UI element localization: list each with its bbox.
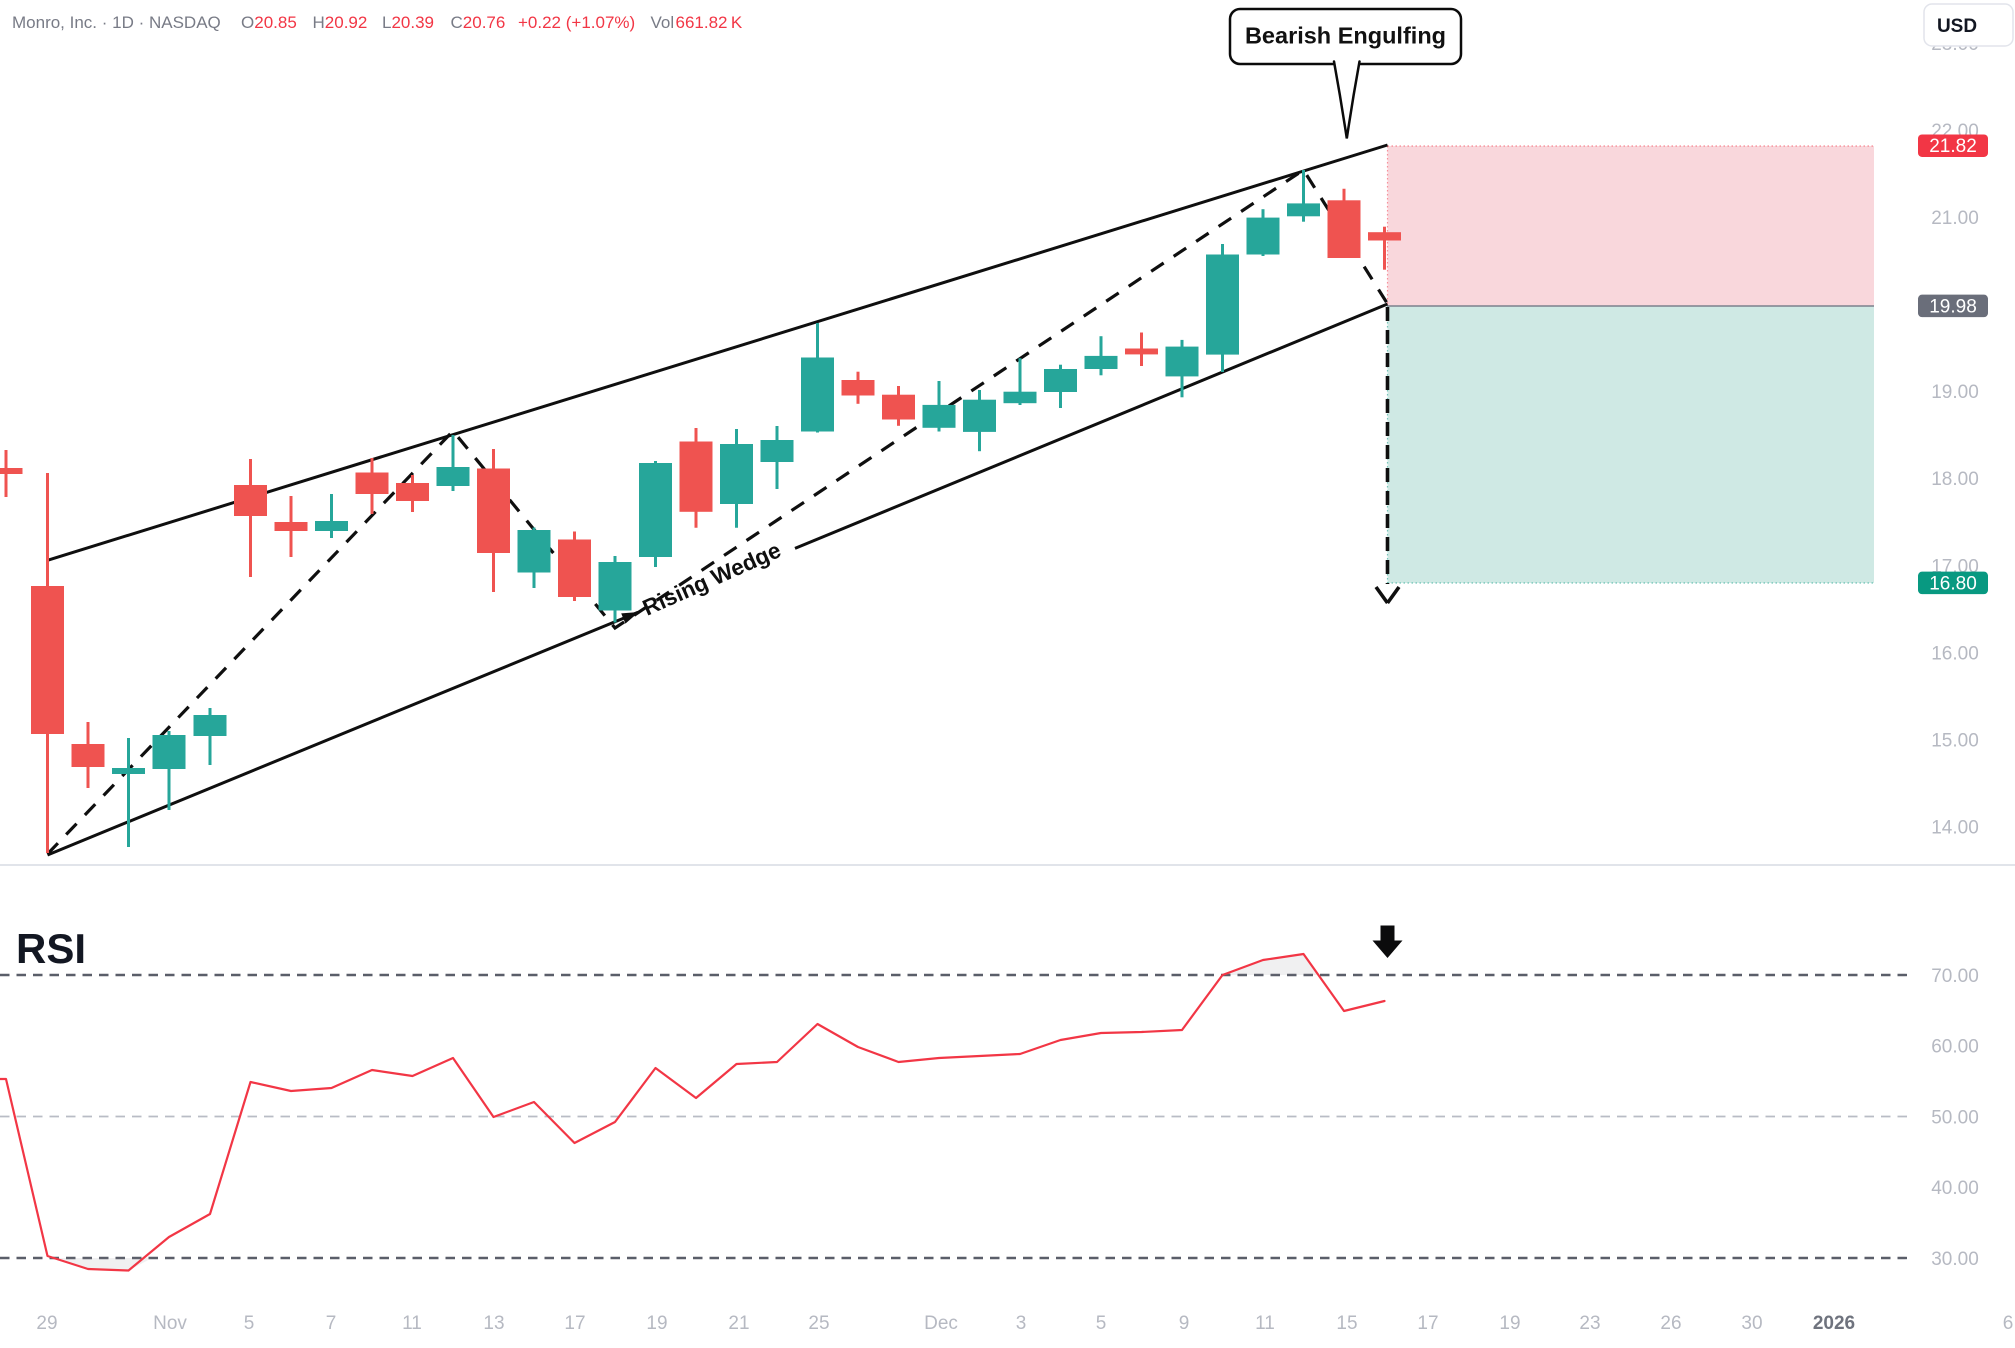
svg-text:3: 3 xyxy=(1016,1313,1027,1334)
svg-text:16.00: 16.00 xyxy=(1931,643,1979,664)
svg-text:23: 23 xyxy=(1579,1313,1600,1334)
svg-text:19.98: 19.98 xyxy=(1929,296,1977,317)
svg-text:13: 13 xyxy=(483,1313,504,1334)
svg-text:5: 5 xyxy=(244,1313,255,1334)
svg-text:H20.92: H20.92 xyxy=(313,13,368,32)
svg-text:21.00: 21.00 xyxy=(1931,208,1979,229)
svg-text:21.82: 21.82 xyxy=(1929,136,1977,157)
svg-text:30: 30 xyxy=(1741,1313,1762,1334)
svg-text:+0.22 (+1.07%): +0.22 (+1.07%) xyxy=(518,13,635,32)
svg-text:Nov: Nov xyxy=(153,1313,187,1334)
svg-text:Dec: Dec xyxy=(924,1313,958,1334)
svg-text:2026: 2026 xyxy=(1813,1313,1855,1334)
svg-text:19.00: 19.00 xyxy=(1931,382,1979,403)
svg-text:9: 9 xyxy=(1179,1313,1190,1334)
svg-text:RSI: RSI xyxy=(16,925,86,972)
svg-text:19: 19 xyxy=(646,1313,667,1334)
svg-text:661.82 K: 661.82 K xyxy=(676,13,743,32)
svg-text:17: 17 xyxy=(1417,1313,1438,1334)
svg-text:USD: USD xyxy=(1937,16,1977,37)
svg-text:Bearish Engulfing: Bearish Engulfing xyxy=(1245,23,1446,49)
svg-text:16.80: 16.80 xyxy=(1929,573,1977,594)
svg-text:17: 17 xyxy=(564,1313,585,1334)
svg-text:11: 11 xyxy=(402,1313,422,1334)
svg-text:L20.39: L20.39 xyxy=(382,13,434,32)
svg-text:Vol: Vol xyxy=(651,13,675,32)
svg-text:Monro, Inc. · 1D · NASDAQ: Monro, Inc. · 1D · NASDAQ xyxy=(12,13,221,32)
svg-text:60.00: 60.00 xyxy=(1931,1037,1979,1058)
svg-text:18.00: 18.00 xyxy=(1931,469,1979,490)
svg-text:70.00: 70.00 xyxy=(1931,966,1979,987)
svg-text:29: 29 xyxy=(36,1313,57,1334)
svg-text:15: 15 xyxy=(1336,1313,1357,1334)
svg-text:5: 5 xyxy=(1096,1313,1107,1334)
svg-text:15.00: 15.00 xyxy=(1931,730,1979,751)
svg-text:11: 11 xyxy=(1255,1313,1275,1334)
svg-text:6: 6 xyxy=(2003,1313,2014,1334)
svg-text:50.00: 50.00 xyxy=(1931,1107,1979,1128)
svg-text:26: 26 xyxy=(1660,1313,1681,1334)
svg-text:7: 7 xyxy=(326,1313,337,1334)
svg-text:14.00: 14.00 xyxy=(1931,817,1979,838)
svg-text:40.00: 40.00 xyxy=(1931,1178,1979,1199)
svg-text:25: 25 xyxy=(808,1313,829,1334)
svg-text:O20.85: O20.85 xyxy=(241,13,297,32)
svg-text:21: 21 xyxy=(728,1313,749,1334)
svg-text:C20.76: C20.76 xyxy=(451,13,506,32)
svg-text:30.00: 30.00 xyxy=(1931,1249,1979,1270)
svg-text:19: 19 xyxy=(1499,1313,1520,1334)
